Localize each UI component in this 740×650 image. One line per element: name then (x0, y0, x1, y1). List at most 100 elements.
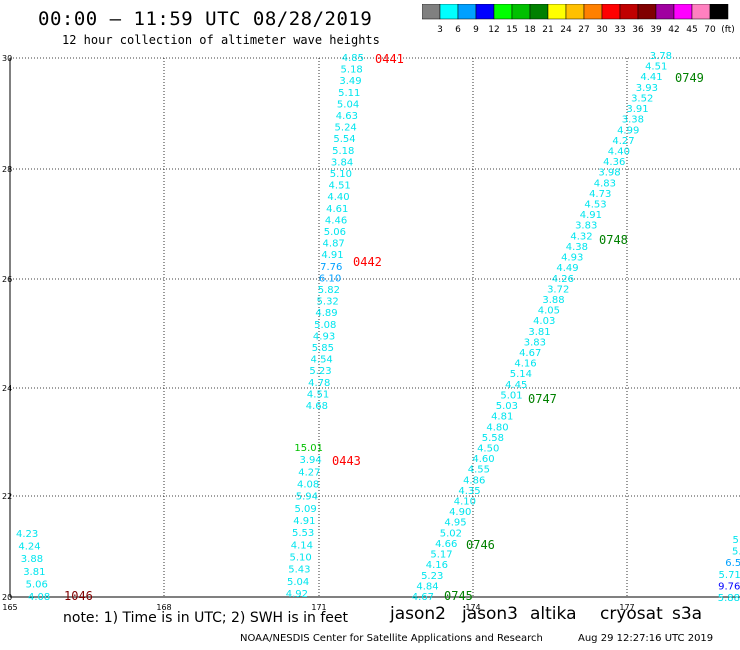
swh-value-track-0441: 5.06 (324, 227, 346, 238)
swh-value-track-0441: 4.63 (336, 111, 358, 122)
swh-value-track-0749: 5.02 (440, 528, 462, 539)
swh-value-track-0441: 5.10 (330, 169, 352, 180)
legend-label: 9 (473, 25, 479, 35)
swh-value-track-0749: 5.03 (496, 401, 518, 412)
swh-value-track-0749: 3.88 (542, 295, 564, 306)
swh-value-track-0441: 5.23 (309, 366, 331, 377)
swh-value-track-0749: 4.66 (435, 539, 457, 550)
swh-value-track-0443: 15.01 (294, 443, 323, 454)
swh-value-track-0749: 4.49 (556, 263, 578, 274)
swh-value-track-0441: 4.51 (307, 389, 329, 400)
swh-value-track-1046: 4.24 (18, 542, 40, 553)
swh-value-track-edge: 5. (732, 535, 740, 546)
swh-value-track-0749: 4.91 (580, 210, 602, 221)
swh-value-track-0749: 5.01 (500, 390, 522, 401)
swh-value-track-0749: 4.67 (519, 348, 541, 359)
swh-value-track-0749: 3.93 (636, 83, 658, 94)
swh-value-track-1046: 4.23 (16, 529, 38, 540)
legend-label: 30 (596, 25, 608, 35)
swh-value-track-0749: 4.93 (561, 253, 583, 264)
pass-time-label: 1046 (64, 589, 93, 603)
note-text: note: 1) Time is in UTC; 2) SWH is in fe… (63, 610, 349, 626)
swh-value-track-0443: 5.53 (292, 528, 314, 539)
swh-value-track-0443: 4.27 (298, 467, 320, 478)
satellite-label-cryosat: cryosat (600, 604, 663, 624)
swh-value-track-edge: 5.88 (718, 593, 740, 604)
longitude-label: 171 (311, 603, 326, 612)
swh-value-track-0749: 4.55 (468, 465, 490, 476)
swh-value-track-1046: 5.06 (26, 579, 48, 590)
swh-value-track-0441: 4.93 (313, 331, 335, 342)
legend-label: 70 (704, 25, 716, 35)
swh-value-track-0441: 4.91 (321, 250, 343, 261)
map-subtitle: 12 hour collection of altimeter wave hei… (62, 33, 380, 47)
swh-value-track-0749: 5.17 (430, 550, 452, 561)
swh-value-track-0749: 4.32 (570, 231, 592, 242)
latitude-label: 24 (2, 384, 12, 393)
pass-time-label: 0442 (353, 255, 382, 269)
swh-value-track-0749: 4.45 (505, 380, 527, 391)
swh-value-track-0749: 4.36 (603, 157, 625, 168)
swh-value-track-0749: 4.51 (645, 62, 667, 73)
swh-value-track-0749: 5.14 (510, 369, 532, 380)
legend-label: 12 (488, 25, 499, 35)
swh-value-track-0441: 5.18 (341, 65, 363, 76)
legend-label: 42 (668, 25, 679, 35)
swh-value-track-0441: 6.10 (319, 273, 341, 284)
legend-label: 21 (542, 25, 553, 35)
swh-value-track-0749: 3.38 (622, 115, 644, 126)
longitude-label: 177 (619, 603, 634, 612)
satellite-label-jason2: jason2 (390, 604, 446, 624)
swh-value-track-0749: 3.83 (575, 221, 597, 232)
swh-value-track-edge: 9.76 (718, 581, 740, 592)
swh-value-track-0441: 4.89 (315, 308, 337, 319)
swh-value-track-0749: 3.81 (528, 327, 550, 338)
swh-value-track-0749: 4.90 (449, 507, 471, 518)
swh-value-track-0441: 5.32 (317, 297, 339, 308)
swh-value-track-0443: 4.91 (293, 516, 315, 527)
swh-value-track-0749: 5.58 (482, 433, 504, 444)
legend-label: 18 (524, 25, 536, 35)
swh-value-track-0749: 4.26 (552, 274, 574, 285)
swh-value-track-0749: 3.98 (598, 168, 620, 179)
latitude-label: 20 (2, 593, 12, 602)
swh-value-track-0441: 5.24 (335, 123, 357, 134)
legend-label: 45 (686, 25, 697, 35)
swh-value-track-0441: 4.46 (325, 215, 347, 226)
swh-value-track-0443: 4.92 (286, 589, 308, 600)
swh-value-track-0441: 3.49 (339, 76, 361, 87)
latitude-label: 22 (2, 492, 12, 501)
swh-value-track-0441: 5.85 (312, 343, 334, 354)
legend-label: 6 (455, 25, 461, 35)
swh-value-track-0441: 5.04 (337, 99, 359, 110)
swh-value-track-0749: 4.50 (477, 443, 499, 454)
longitude-label: 168 (156, 603, 171, 612)
credit-text: NOAA/NESDIS Center for Satellite Applica… (240, 633, 543, 644)
swh-value-track-0441: 5.54 (333, 134, 355, 145)
swh-value-track-edge: 5. (732, 547, 740, 558)
swh-value-track-0441: 5.08 (314, 320, 336, 331)
legend-label: 39 (650, 25, 662, 35)
swh-value-track-0441: 5.11 (338, 88, 360, 99)
swh-value-track-0441: 4.68 (306, 401, 328, 412)
generated-timestamp: Aug 29 12:27:16 UTC 2019 (578, 633, 714, 644)
swh-value-track-0749: 4.53 (584, 200, 606, 211)
swh-value-track-1046: 4.08 (28, 592, 50, 603)
latitude-label: 26 (2, 275, 12, 284)
swh-value-track-0441: 4.85 (342, 53, 364, 64)
swh-value-track-0441: 4.87 (323, 239, 345, 250)
swh-value-track-0749: 3.78 (650, 51, 672, 62)
swh-value-track-0443: 5.10 (289, 553, 311, 564)
swh-value-track-0441: 3.84 (331, 157, 353, 168)
swh-value-track-0443: 5.04 (287, 577, 309, 588)
swh-value-track-edge: 5.71 (719, 570, 740, 581)
longitude-label: 174 (465, 603, 480, 612)
map-title: 00:00 – 11:59 UTC 08/28/2019 (38, 8, 373, 30)
latitude-label: 30 (2, 54, 12, 63)
legend-label: 24 (560, 25, 572, 35)
legend-label: 27 (578, 25, 589, 35)
swh-value-track-0749: 4.03 (533, 316, 555, 327)
swh-value-track-0441: 4.54 (311, 355, 333, 366)
swh-value-track-0749: 4.60 (472, 454, 494, 465)
swh-value-track-0749: 4.10 (454, 497, 476, 508)
